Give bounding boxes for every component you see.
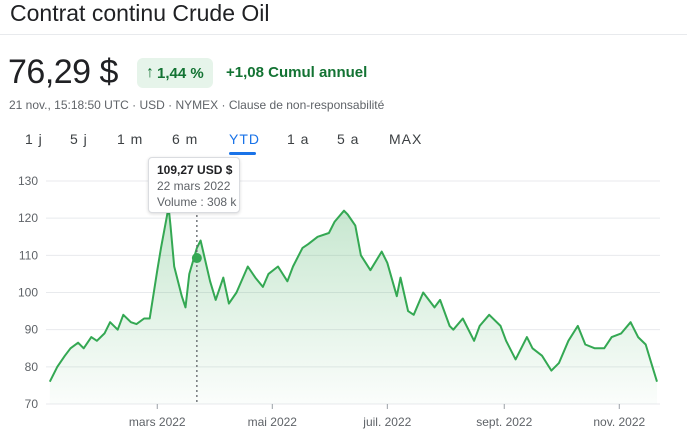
page-title: Contrat continu Crude Oil [10,0,270,26]
y-tick-label: 90 [25,323,39,337]
chart-tooltip: 109,27 USD $ 22 mars 2022 Volume : 308 k [148,157,240,213]
tab-6m[interactable]: 6 m [172,131,199,147]
price-chart[interactable]: 130 120 110 100 90 80 70 mars 2022 mai 2022 juil… [0,160,687,440]
y-tick-label: 110 [19,248,38,262]
x-tick-label: sept. 2022 [476,415,532,429]
tab-1a[interactable]: 1 a [287,131,310,147]
header-divider [0,34,687,35]
change-percent-value: 1,44 % [157,64,204,82]
quote-meta: 21 nov., 15:18:50 UTC · USD · NYMEX · Cl… [9,98,385,112]
range-tabs: 1 j 5 j 1 m 6 m YTD 1 a 5 a MAX [0,131,687,155]
active-tab-indicator [229,152,256,155]
tab-5a[interactable]: 5 a [337,131,360,147]
x-tick-label: juil. 2022 [362,415,411,429]
price-area [49,207,658,404]
y-tick-label: 130 [18,174,38,188]
tab-1j[interactable]: 1 j [25,131,43,147]
x-tick-label: mai 2022 [248,415,298,429]
tab-ytd[interactable]: YTD [229,131,260,147]
tab-1m[interactable]: 1 m [117,131,144,147]
y-tick-label: 120 [18,211,38,225]
y-tick-label: 100 [18,286,38,300]
tooltip-volume: Volume : 308 k [157,195,237,209]
tab-5j[interactable]: 5 j [70,131,88,147]
tab-max[interactable]: MAX [389,131,423,147]
hover-dot [191,253,202,264]
y-tick-label: 80 [25,360,39,374]
ytd-change: +1,08 Cumul annuel [226,64,368,81]
price-line [48,206,658,383]
arrow-up-icon: ↑ [146,64,154,81]
x-tick-label: nov. 2022 [593,415,645,429]
current-price: 76,29 $ [8,53,118,91]
y-tick-label: 70 [25,397,39,411]
tooltip-price: 109,27 USD $ [157,163,233,177]
tooltip-date: 22 mars 2022 [157,179,231,193]
change-percent-badge: ↑ 1,44 % [137,58,213,88]
x-tick-label: mars 2022 [129,415,186,429]
